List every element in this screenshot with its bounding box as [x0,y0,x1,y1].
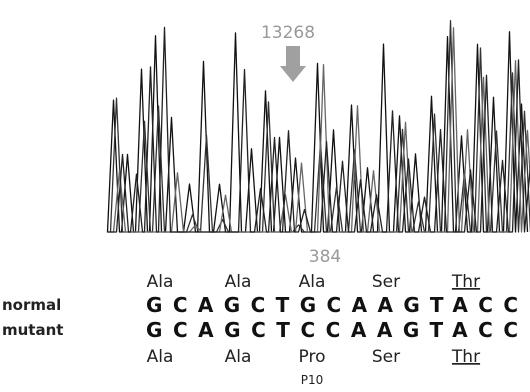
amino-acid: Ala [299,272,326,292]
amino-acid: Ala [225,272,252,292]
figure: 13268 384 Ala Ala Ala Ser Thr normal GCA… [0,0,530,392]
amino-acid: Ala [147,347,174,367]
amino-acid: Ala [225,347,252,367]
amino-acid: Ala [147,272,174,292]
sequence: GCAGCTGCAAGTACC [146,293,518,317]
amino-acid: Thr [451,347,480,367]
arrow [280,46,306,82]
row-label: mutant [2,321,63,339]
sequence: GCAGCTCCAAGTACC [146,318,518,342]
position-label: 384 [309,247,341,267]
amino-acid: Pro [299,347,326,367]
mutation-label: P10 [301,373,324,387]
amino-acid: Ser [372,347,400,367]
chromatogram [108,21,530,232]
trace-annotation: 13268 [261,23,315,43]
trace [108,32,528,232]
amino-acid: Ser [372,272,400,292]
row-label: normal [2,296,61,314]
amino-acid: Thr [451,272,480,292]
